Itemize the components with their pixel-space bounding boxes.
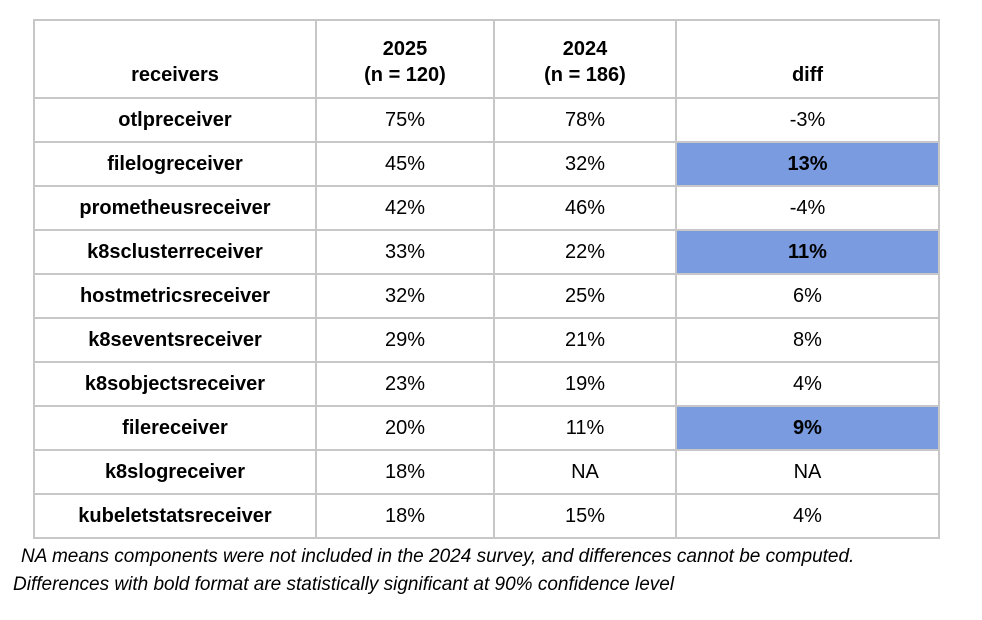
value-2025: 29% <box>315 317 495 363</box>
value-diff: 11% <box>675 229 940 275</box>
value-2024: 15% <box>493 493 677 539</box>
value-2025: 18% <box>315 493 495 539</box>
value-2024: 25% <box>493 273 677 319</box>
column-header-diff: diff <box>675 19 940 99</box>
value-2024: NA <box>493 449 677 495</box>
value-2025: 75% <box>315 97 495 143</box>
value-2024: 78% <box>493 97 677 143</box>
value-2024: 19% <box>493 361 677 407</box>
table-row: hostmetricsreceiver 32% 25% 6% <box>33 273 940 319</box>
value-2025: 32% <box>315 273 495 319</box>
value-2024: 22% <box>493 229 677 275</box>
receiver-name: filereceiver <box>33 405 317 451</box>
table-row: k8sclusterreceiver 33% 22% 11% <box>33 229 940 275</box>
value-2025: 45% <box>315 141 495 187</box>
receiver-name: k8sclusterreceiver <box>33 229 317 275</box>
value-diff: NA <box>675 449 940 495</box>
column-header-line: (n = 186) <box>544 64 626 86</box>
value-2025: 23% <box>315 361 495 407</box>
value-2025: 42% <box>315 185 495 231</box>
column-header-receiver: receivers <box>33 19 317 99</box>
table-row: k8sobjectsreceiver 23% 19% 4% <box>33 361 940 407</box>
column-header-line: 2024 <box>562 38 608 60</box>
column-header-line: (n = 120) <box>364 64 446 86</box>
column-header-line: receivers <box>131 64 219 86</box>
column-header-line: 2025 <box>382 38 428 60</box>
receiver-name: prometheusreceiver <box>33 185 317 231</box>
table-row: k8seventsreceiver 29% 21% 8% <box>33 317 940 363</box>
value-2024: 21% <box>493 317 677 363</box>
table-header: receivers 2025 (n = 120) 2024 (n = 186) diff <box>33 19 940 99</box>
value-diff: -3% <box>675 97 940 143</box>
value-diff: 9% <box>675 405 940 451</box>
table-row: prometheusreceiver 42% 46% -4% <box>33 185 940 231</box>
table-row: filereceiver 20% 11% 9% <box>33 405 940 451</box>
value-2024: 11% <box>493 405 677 451</box>
column-header-y2025: 2025 (n = 120) <box>315 19 495 99</box>
value-2024: 46% <box>493 185 677 231</box>
column-header-line: diff <box>791 64 824 86</box>
table-row: kubeletstatsreceiver 18% 15% 4% <box>33 493 940 539</box>
value-2025: 20% <box>315 405 495 451</box>
value-diff: 8% <box>675 317 940 363</box>
value-diff: 13% <box>675 141 940 187</box>
table-row: otlpreceiver 75% 78% -3% <box>33 97 940 143</box>
receiver-name: k8seventsreceiver <box>33 317 317 363</box>
value-2025: 18% <box>315 449 495 495</box>
header-row: receivers 2025 (n = 120) 2024 (n = 186) diff <box>33 19 940 99</box>
value-diff: 6% <box>675 273 940 319</box>
value-diff: 4% <box>675 493 940 539</box>
receiver-name: k8slogreceiver <box>33 449 317 495</box>
receiver-name: hostmetricsreceiver <box>33 273 317 319</box>
column-header-y2024: 2024 (n = 186) <box>493 19 677 99</box>
value-diff: -4% <box>675 185 940 231</box>
footnote-significance: Differences with bold format are statist… <box>13 574 675 595</box>
table-row: filelogreceiver 45% 32% 13% <box>33 141 940 187</box>
receivers-table: receivers 2025 (n = 120) 2024 (n = 186) diff … <box>33 19 940 539</box>
value-2024: 32% <box>493 141 677 187</box>
receiver-name: otlpreceiver <box>33 97 317 143</box>
receiver-name: filelogreceiver <box>33 141 317 187</box>
footnote-na: NA means components were not included in… <box>21 546 855 567</box>
footnotes: NA means components were not included in… <box>13 543 978 599</box>
value-diff: 4% <box>675 361 940 407</box>
value-2025: 33% <box>315 229 495 275</box>
table-row: k8slogreceiver 18% NA NA <box>33 449 940 495</box>
receiver-name: kubeletstatsreceiver <box>33 493 317 539</box>
receiver-name: k8sobjectsreceiver <box>33 361 317 407</box>
